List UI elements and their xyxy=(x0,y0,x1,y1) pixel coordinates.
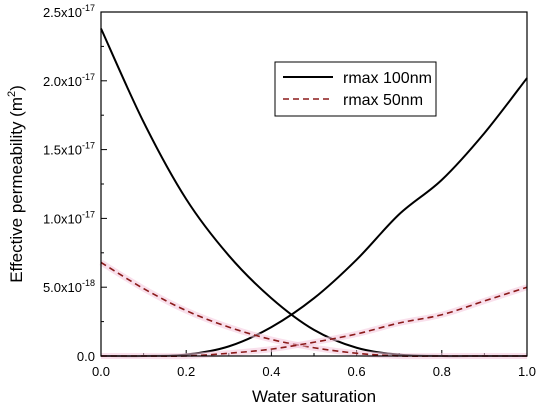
plot-frame xyxy=(100,11,528,357)
series-line-1 xyxy=(100,77,528,358)
x-tick-label: 0.4 xyxy=(262,364,280,379)
y-axis-label-close: ) xyxy=(7,85,26,91)
legend: rmax 100nm rmax 50nm xyxy=(274,61,437,117)
legend-label: rmax 100nm xyxy=(343,70,432,87)
legend-box xyxy=(274,61,437,117)
y-tick-label: 1.0x10-17 xyxy=(43,209,95,226)
tick-labels: 0.0 0.2 0.4 0.6 0.8 1.0 0.0 5.0x10-18 1.0x10-17 1… xyxy=(43,3,536,379)
y-tick-label: 0.0 xyxy=(77,349,95,364)
x-tick-label: 1.0 xyxy=(518,364,536,379)
legend-label: rmax 50nm xyxy=(343,92,423,109)
x-tick-label: 0.0 xyxy=(92,364,110,379)
x-axis-label: Water saturation xyxy=(252,387,376,406)
y-tick-label: 1.5x10-17 xyxy=(43,141,95,158)
y-tick-label: 2.0x10-17 xyxy=(43,72,95,89)
y-tick-label: 5.0x10-18 xyxy=(43,278,95,295)
x-tick-label: 0.6 xyxy=(348,364,366,379)
x-tick-label: 0.8 xyxy=(433,364,451,379)
y-axis-label-text: Effective permeability (m xyxy=(7,97,26,283)
y-axis-label-exponent: 2 xyxy=(6,91,18,97)
y-tick-label: 2.5x10-17 xyxy=(43,3,95,20)
x-tick-label: 0.2 xyxy=(177,364,195,379)
y-axis-label: Effective permeability (m2) xyxy=(6,85,26,283)
